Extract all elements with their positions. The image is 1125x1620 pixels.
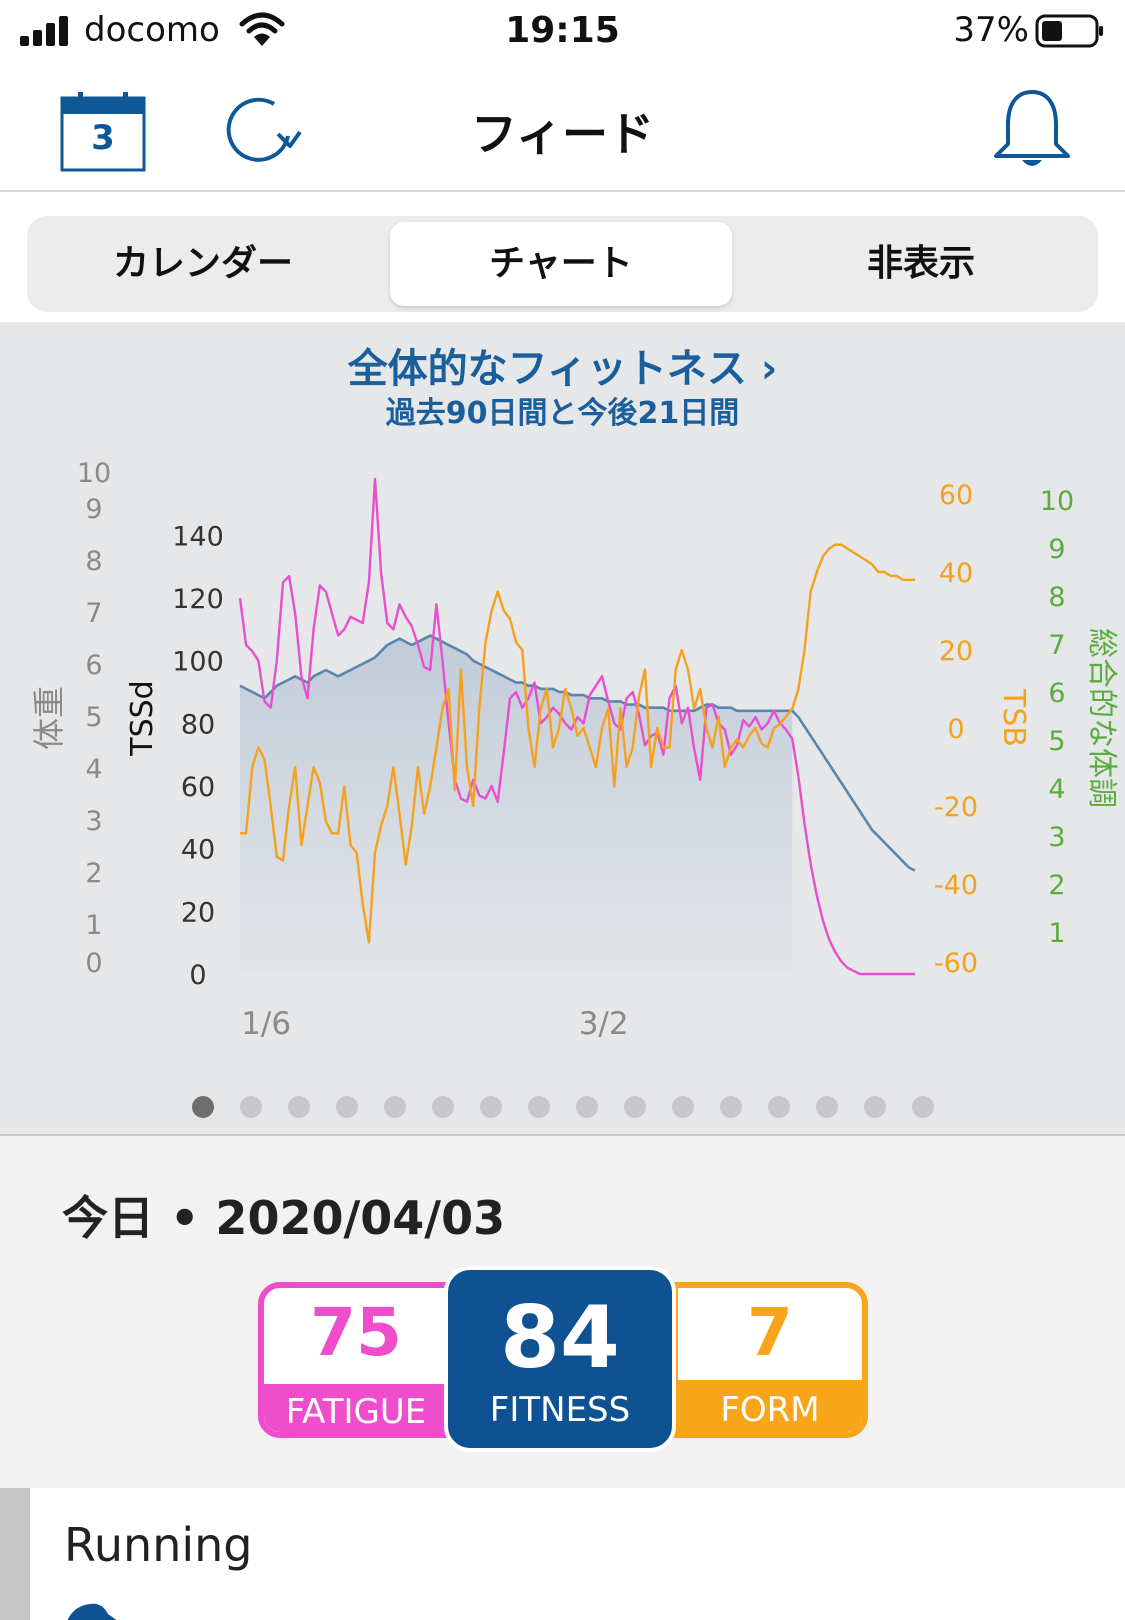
fitness-area [240, 635, 793, 974]
card-stripe [0, 1488, 30, 1620]
tsb-tick-label: 20 [939, 636, 973, 667]
chart-title[interactable]: 全体的なフィットネス › [347, 346, 778, 392]
form-value: 7 [747, 1294, 793, 1371]
page-dot[interactable] [432, 1096, 454, 1118]
tss-tick-label: 80 [181, 709, 215, 740]
weight-tick-label: 8 [85, 546, 102, 577]
tss-tick-label: 100 [172, 647, 224, 678]
shoe-icon [67, 1603, 117, 1620]
weight-tick-label: 6 [85, 650, 102, 681]
page-dot[interactable] [720, 1096, 742, 1118]
fitness-chart[interactable]: 109876543210体重140120100806040200TSSd6040… [0, 442, 1125, 1062]
page-indicator[interactable] [0, 1096, 1125, 1120]
form-metric: 7 FORM [672, 1282, 868, 1438]
fatigue-line [238, 477, 915, 976]
signal-icon [20, 14, 72, 46]
tss-tick-label: 60 [181, 772, 215, 803]
page-dot[interactable] [288, 1096, 310, 1118]
card-title: Running [64, 1518, 253, 1572]
weight-tick-label: 9 [85, 494, 102, 525]
page-dot[interactable] [864, 1096, 886, 1118]
wellness-tick-label: 9 [1048, 534, 1065, 565]
battery-percent: 37% [953, 10, 1029, 50]
activity-card[interactable]: Running [0, 1488, 1125, 1620]
weight-axis-label: 体重 [30, 686, 68, 750]
form-label: FORM [720, 1390, 820, 1430]
page-dot[interactable] [480, 1096, 502, 1118]
fitness-line [239, 634, 916, 872]
tsb-tick-label: 40 [939, 558, 973, 589]
page-dot[interactable] [528, 1096, 550, 1118]
wellness-tick-label: 4 [1048, 774, 1065, 805]
chart-panel[interactable]: 全体的なフィットネス › 過去90日間と今後21日間 10 9 8 7 6 5 4 3 2 1 0 体… [0, 322, 1125, 1136]
fitness-value: 84 [500, 1288, 620, 1388]
segmented-control: カレンダー チャート 非表示 [27, 216, 1098, 312]
weight-tick-label: 2 [85, 858, 102, 889]
carrier-name: docomo [84, 10, 220, 50]
page-dot[interactable] [240, 1096, 262, 1118]
page-dot[interactable] [768, 1096, 790, 1118]
page-dot[interactable] [384, 1096, 406, 1118]
x-tick-label: 1/6 [241, 1006, 291, 1042]
tss-tick-label: 40 [181, 835, 215, 866]
form-line [240, 543, 915, 944]
tss-tick-label: 20 [181, 897, 215, 928]
chart-subtitle: 過去90日間と今後21日間 [385, 396, 740, 431]
tss-axis-label: TSSd [125, 680, 160, 756]
page-dot[interactable] [576, 1096, 598, 1118]
weight-tick-label: 10 [77, 458, 111, 489]
page-dot[interactable] [192, 1096, 214, 1118]
wellness-tick-label: 2 [1048, 870, 1065, 901]
tsb-tick-label: -20 [934, 792, 978, 823]
weight-tick-label: 7 [85, 598, 102, 629]
weight-tick-label: 0 [85, 948, 102, 979]
page-dot[interactable] [816, 1096, 838, 1118]
wellness-tick-label: 3 [1048, 822, 1065, 853]
calendar-icon[interactable]: 3 [60, 90, 146, 172]
x-tick-label: 3/2 [579, 1006, 629, 1042]
page-dot[interactable] [624, 1096, 646, 1118]
wellness-axis-label: 総合的な体調 [1084, 628, 1119, 808]
wellness-tick-label: 5 [1048, 726, 1065, 757]
fitness-metric: 84 FITNESS [444, 1266, 676, 1452]
fatigue-metric: 75 FATIGUE [258, 1282, 454, 1438]
wellness-tick-label: 8 [1048, 582, 1065, 613]
weight-tick-label: 1 [85, 910, 102, 941]
tss-tick-label: 140 [172, 521, 224, 552]
nav-header: 3 フィード [0, 68, 1125, 192]
battery-icon [1035, 14, 1103, 48]
tsb-tick-label: 0 [947, 714, 964, 745]
tsb-tick-label: -60 [934, 948, 978, 979]
wellness-tick-label: 10 [1040, 486, 1074, 517]
wifi-icon [239, 12, 285, 46]
wellness-tick-label: 6 [1048, 678, 1065, 709]
tss-tick-label: 0 [189, 960, 206, 991]
tsb-tick-label: -40 [934, 870, 978, 901]
weight-tick-label: 4 [85, 754, 102, 785]
page-dot[interactable] [912, 1096, 934, 1118]
segment-area: カレンダー チャート 非表示 [0, 192, 1125, 322]
today-heading: 今日 • 2020/04/03 [62, 1191, 506, 1245]
page-title: フィード [470, 107, 655, 161]
wellness-tick-label: 1 [1048, 918, 1065, 949]
page-dot[interactable] [336, 1096, 358, 1118]
status-bar: docomo 19:15 37% [0, 0, 1125, 68]
tsb-axis-label: TSB [996, 688, 1031, 747]
bell-icon[interactable] [990, 86, 1074, 174]
fatigue-label: FATIGUE [285, 1392, 427, 1432]
fatigue-value: 75 [310, 1294, 402, 1371]
calendar-day: 3 [91, 118, 115, 158]
tab-chart[interactable]: チャート [390, 222, 732, 306]
status-time: 19:15 [505, 10, 620, 51]
weight-tick-label: 3 [85, 806, 102, 837]
tab-calendar[interactable]: カレンダー [112, 243, 293, 284]
fitness-label: FITNESS [489, 1390, 631, 1430]
tsb-tick-label: 60 [939, 480, 973, 511]
page-dot[interactable] [672, 1096, 694, 1118]
tss-tick-label: 120 [172, 584, 224, 615]
refresh-icon[interactable] [218, 88, 304, 174]
tab-hidden[interactable]: 非表示 [866, 243, 975, 284]
weight-tick-label: 5 [85, 702, 102, 733]
wellness-tick-label: 7 [1048, 630, 1065, 661]
